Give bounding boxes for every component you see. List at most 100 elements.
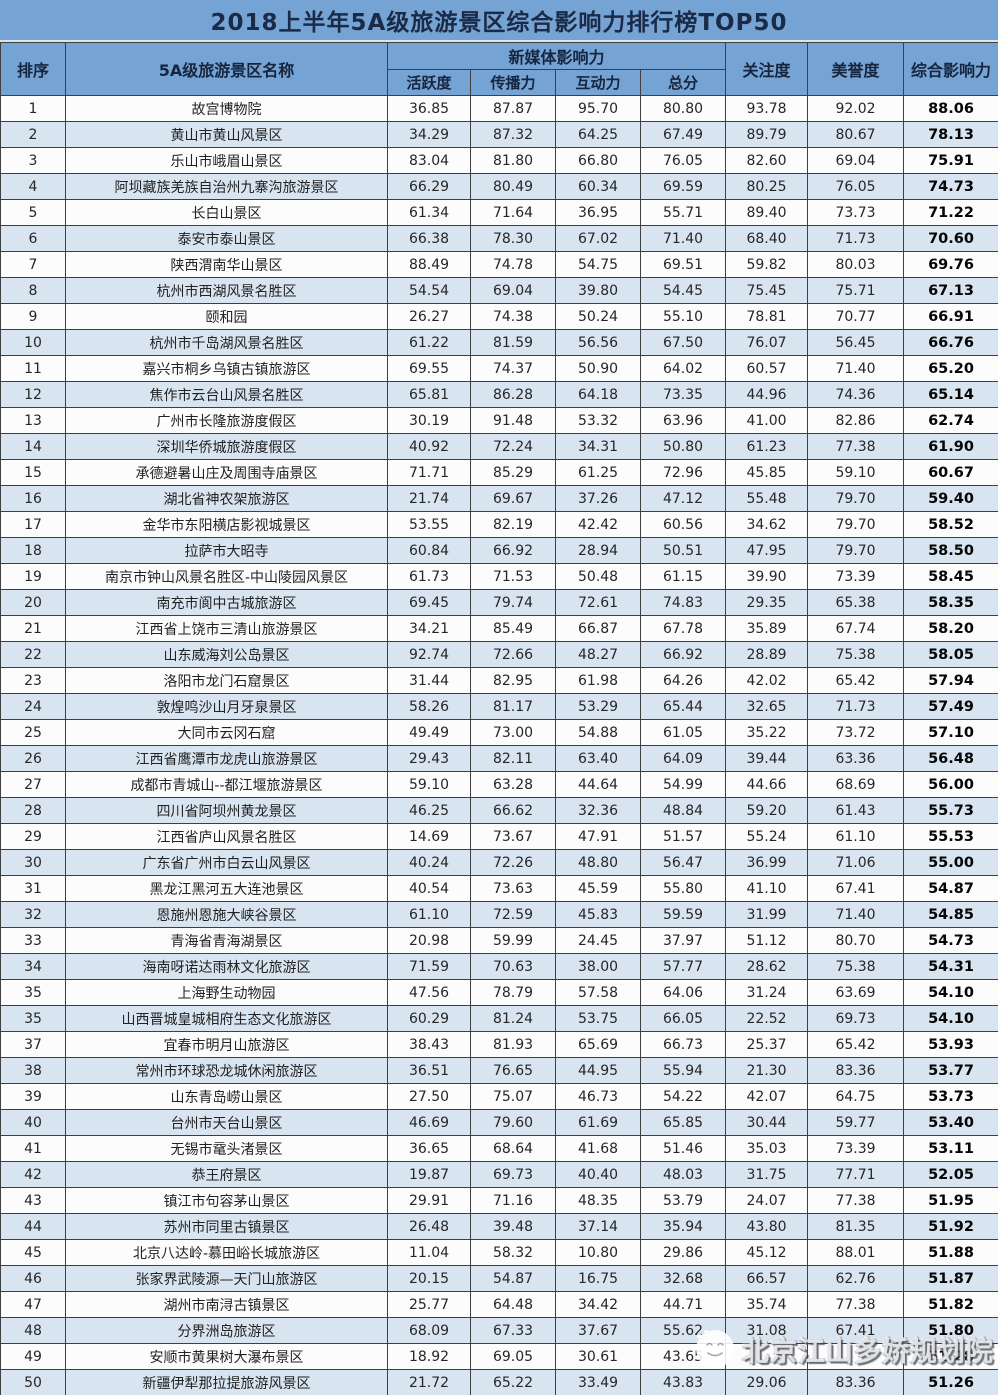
attention-cell: 35.74 <box>725 1291 809 1318</box>
table-row: 34 海南呀诺达雨林文化旅游区 71.59 70.63 38.00 57.77 28.62 7… <box>0 953 998 980</box>
reputation-cell: 67.41 <box>807 875 905 902</box>
reputation-cell: 80.67 <box>807 121 905 148</box>
rank-cell: 18 <box>0 537 66 564</box>
attention-cell: 75.45 <box>725 277 809 304</box>
attention-cell: 35.89 <box>725 615 809 642</box>
scenic-name-cell: 焦作市云台山风景名胜区 <box>65 381 388 408</box>
rank-cell: 49 <box>0 1343 66 1370</box>
spread-cell: 72.66 <box>470 641 556 668</box>
overall-cell: 53.73 <box>903 1083 998 1110</box>
interaction-cell: 45.59 <box>555 875 641 902</box>
overall-cell: 54.10 <box>903 1005 998 1032</box>
interaction-cell: 64.25 <box>555 121 641 148</box>
activity-cell: 34.21 <box>387 615 471 642</box>
interaction-cell: 41.68 <box>555 1135 641 1162</box>
spread-cell: 69.67 <box>470 485 556 512</box>
interaction-cell: 32.36 <box>555 797 641 824</box>
overall-cell: 55.00 <box>903 849 998 876</box>
rank-cell: 8 <box>0 277 66 304</box>
subtotal-cell: 35.94 <box>639 1213 727 1240</box>
spread-cell: 80.49 <box>470 173 556 200</box>
table-row: 32 恩施州恩施大峡谷景区 61.10 72.59 45.83 59.59 31.99 71.… <box>0 901 998 928</box>
table-row: 41 无锡市鼋头渚景区 36.65 68.64 41.68 51.46 35.03 73.39… <box>0 1135 998 1162</box>
reputation-cell: 67.41 <box>807 1317 905 1344</box>
activity-cell: 34.29 <box>387 121 471 148</box>
table-row: 8 杭州市西湖风景名胜区 54.54 69.04 39.80 54.45 75.45 75.7… <box>0 277 998 304</box>
activity-cell: 83.04 <box>387 147 471 174</box>
scenic-name-cell: 江西省上饶市三清山旅游景区 <box>65 615 388 642</box>
activity-cell: 60.29 <box>387 1005 471 1032</box>
subtotal-cell: 61.15 <box>639 563 727 590</box>
overall-cell: 55.53 <box>903 823 998 850</box>
table-row: 2 黄山市黄山风景区 34.29 87.32 64.25 67.49 89.79 80.67 7… <box>0 121 998 148</box>
attention-cell: 43.80 <box>725 1213 809 1240</box>
table-row: 46 张家界武陵源—天门山旅游区 20.15 54.87 16.75 32.68 66.57… <box>0 1265 998 1292</box>
activity-cell: 60.84 <box>387 537 471 564</box>
rank-cell: 21 <box>0 615 66 642</box>
column-header-rank: 排序 <box>0 42 66 96</box>
reputation-cell: 75.71 <box>807 277 905 304</box>
reputation-cell: 79.70 <box>807 511 905 538</box>
table-row: 15 承德避暑山庄及周围寺庙景区 71.71 85.29 61.25 72.96 45.85… <box>0 459 998 486</box>
overall-cell: 58.50 <box>903 537 998 564</box>
column-header-subtotal: 总分 <box>639 69 727 96</box>
reputation-cell: 63.69 <box>807 979 905 1006</box>
overall-cell: 53.93 <box>903 1031 998 1058</box>
scenic-name-cell: 四川省阿坝州黄龙景区 <box>65 797 388 824</box>
subtotal-cell: 43.83 <box>639 1369 727 1395</box>
table-row: 21 江西省上饶市三清山旅游景区 34.21 85.49 66.87 67.78 35.89… <box>0 615 998 642</box>
interaction-cell: 50.48 <box>555 563 641 590</box>
table-row: 47 湖州市南浔古镇景区 25.77 64.48 34.42 44.71 35.74 77.3… <box>0 1291 998 1318</box>
attention-cell: 39.44 <box>725 745 809 772</box>
scenic-name-cell: 洛阳市龙门石窟景区 <box>65 667 388 694</box>
table-row: 43 镇江市句容茅山景区 29.91 71.16 48.35 53.79 24.07 77.3… <box>0 1187 998 1214</box>
scenic-name-cell: 嘉兴市桐乡乌镇古镇旅游区 <box>65 355 388 382</box>
interaction-cell: 47.91 <box>555 823 641 850</box>
scenic-name-cell: 苏州市同里古镇景区 <box>65 1213 388 1240</box>
interaction-cell: 61.69 <box>555 1109 641 1136</box>
subtotal-cell: 66.92 <box>639 641 727 668</box>
table-row: 25 大同市云冈石窟 49.49 73.00 54.88 61.05 35.22 73.72 5… <box>0 719 998 746</box>
activity-cell: 61.73 <box>387 563 471 590</box>
activity-cell: 92.74 <box>387 641 471 668</box>
activity-cell: 49.49 <box>387 719 471 746</box>
reputation-cell: 61.43 <box>807 797 905 824</box>
table-row: 39 山东青岛崂山景区 27.50 75.07 46.73 54.22 42.07 64.75… <box>0 1083 998 1110</box>
spread-cell: 73.00 <box>470 719 556 746</box>
rank-cell: 28 <box>0 797 66 824</box>
rank-cell: 50 <box>0 1369 66 1395</box>
rank-cell: 47 <box>0 1291 66 1318</box>
subtotal-cell: 55.80 <box>639 875 727 902</box>
interaction-cell: 66.80 <box>555 147 641 174</box>
subtotal-cell: 55.10 <box>639 303 727 330</box>
scenic-name-cell: 分界洲岛旅游区 <box>65 1317 388 1344</box>
overall-cell: 65.14 <box>903 381 998 408</box>
spread-cell: 87.32 <box>470 121 556 148</box>
activity-cell: 36.65 <box>387 1135 471 1162</box>
overall-cell: 66.76 <box>903 329 998 356</box>
rank-cell: 12 <box>0 381 66 408</box>
spread-cell: 64.48 <box>470 1291 556 1318</box>
overall-cell: 51.28 <box>903 1343 998 1370</box>
spread-cell: 76.65 <box>470 1057 556 1084</box>
attention-cell: 42.02 <box>725 667 809 694</box>
attention-cell: 24.07 <box>725 1187 809 1214</box>
table-row: 40 台州市天台山景区 46.69 79.60 61.69 65.85 30.44 59.77… <box>0 1109 998 1136</box>
reputation-cell: 71.73 <box>807 693 905 720</box>
table-row: 11 嘉兴市桐乡乌镇古镇旅游区 69.55 74.37 50.90 64.02 60.57 7… <box>0 355 998 382</box>
subtotal-cell: 48.03 <box>639 1161 727 1188</box>
column-header-name: 5A级旅游景区名称 <box>65 42 388 96</box>
rank-cell: 23 <box>0 667 66 694</box>
attention-cell: 31.75 <box>725 1161 809 1188</box>
spread-cell: 71.64 <box>470 199 556 226</box>
subtotal-cell: 65.85 <box>639 1109 727 1136</box>
table-row: 14 深圳华侨城旅游度假区 40.92 72.24 34.31 50.80 61.23 77.… <box>0 433 998 460</box>
table-row: 9 颐和园 26.27 74.38 50.24 55.10 78.81 70.77 66.91 <box>0 303 998 330</box>
attention-cell: 44.96 <box>725 381 809 408</box>
interaction-cell: 63.40 <box>555 745 641 772</box>
scenic-name-cell: 北京八达岭-慕田峪长城旅游区 <box>65 1239 388 1266</box>
attention-cell: 41.00 <box>725 407 809 434</box>
spread-cell: 81.24 <box>470 1005 556 1032</box>
rank-cell: 35 <box>0 1005 66 1032</box>
spread-cell: 78.30 <box>470 225 556 252</box>
